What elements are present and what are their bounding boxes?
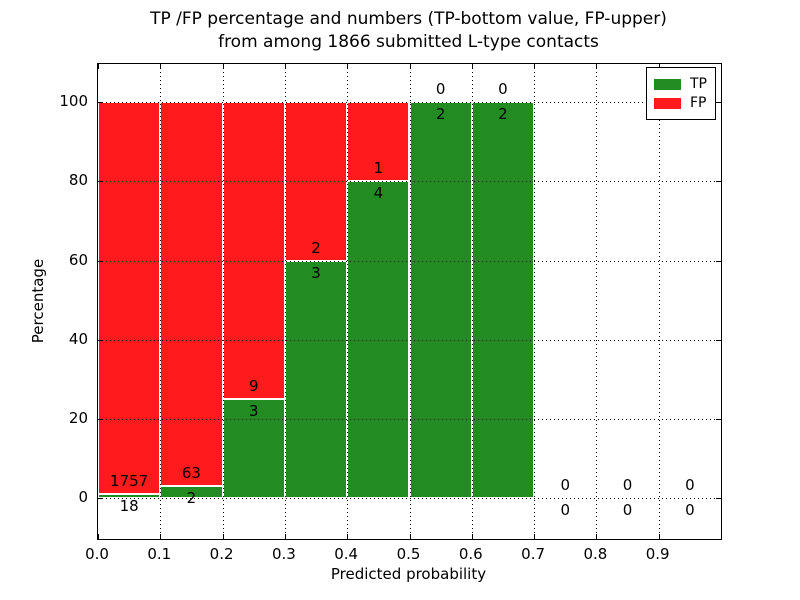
- x-tick-label: 0.8: [583, 545, 608, 563]
- x-tick-label: 0.9: [645, 545, 670, 563]
- legend-label: FP: [690, 95, 707, 111]
- y-tick-label: 100: [59, 92, 88, 111]
- x-tick-mark: [471, 64, 473, 69]
- tp-count-label: 2: [435, 105, 446, 124]
- tp-bar-segment: [98, 493, 161, 498]
- y-tick-label: 40: [68, 329, 88, 348]
- fp-bar-segment: [347, 102, 410, 182]
- y-tick-mark: [716, 102, 721, 104]
- tp-count-label: 2: [498, 105, 508, 124]
- legend-row: FP: [654, 95, 707, 111]
- y-tick-mark: [98, 102, 103, 104]
- legend-row: TP: [654, 76, 707, 92]
- y-tick-mark: [716, 181, 721, 183]
- fp-bar-segment: [222, 102, 285, 399]
- x-tick-label: 0.5: [396, 545, 421, 563]
- tp-count-label: 4: [373, 184, 384, 203]
- fp-count-label: 0: [685, 475, 695, 494]
- fp-count-label: 0: [435, 80, 446, 99]
- y-tick-label: 60: [68, 250, 88, 269]
- y-tick-mark: [716, 339, 721, 341]
- x-tick-mark: [658, 534, 660, 539]
- tp-count-label: 0: [685, 500, 695, 519]
- fp-count-label: 9: [248, 376, 259, 395]
- tp-bar-segment: [284, 260, 348, 498]
- y-tick-mark: [716, 260, 721, 262]
- x-tick-mark: [222, 64, 224, 69]
- tp-bar-segment: [347, 181, 410, 498]
- x-tick-label: 0.6: [458, 545, 483, 563]
- tp-count-label: 3: [248, 401, 259, 420]
- gridline-vertical: [658, 64, 660, 539]
- legend-swatch-tp: [654, 78, 681, 90]
- legend: TP FP: [646, 67, 716, 120]
- y-tick-mark: [98, 260, 103, 262]
- fp-count-label: 1: [373, 159, 384, 178]
- x-tick-label: 0.3: [271, 545, 296, 563]
- tp-count-label: 0: [622, 500, 633, 519]
- x-tick-mark: [98, 534, 99, 539]
- x-tick-mark: [160, 534, 162, 539]
- x-tick-mark: [347, 64, 349, 69]
- plot-area: TP FP 1757 18 63 2 9 3 2 3 1 4 0 2 0 2 0 0 0 0 0 0: [97, 63, 722, 540]
- tp-bar-segment: [409, 102, 472, 498]
- x-tick-mark: [284, 534, 286, 539]
- y-tick-mark: [98, 339, 103, 341]
- x-tick-label: 0.0: [85, 545, 109, 563]
- x-tick-mark: [471, 534, 473, 539]
- chart-subtitle: from among 1866 submitted L-type contact…: [218, 32, 599, 52]
- x-tick-mark: [160, 64, 162, 69]
- y-axis-label: Percentage: [29, 258, 47, 344]
- fp-count-label: 63: [181, 463, 201, 482]
- x-tick-label: 0.2: [209, 545, 234, 563]
- fp-count-label: 0: [622, 475, 633, 494]
- fp-bar-segment: [284, 102, 348, 261]
- y-tick-mark: [98, 418, 103, 420]
- tp-count-label: 2: [186, 488, 197, 507]
- fp-count-label: 0: [560, 475, 571, 494]
- y-tick-label: 80: [68, 171, 88, 190]
- gridline-vertical: [596, 64, 598, 539]
- y-tick-mark: [716, 497, 721, 499]
- x-tick-mark: [222, 534, 224, 539]
- tp-bar-segment: [222, 398, 285, 498]
- fp-count-label: 2: [311, 238, 321, 257]
- chart-title: TP /FP percentage and numbers (TP-bottom…: [150, 9, 667, 29]
- tp-count-label: 3: [311, 263, 321, 282]
- legend-swatch-fp: [654, 97, 681, 109]
- x-axis-label: Predicted probability: [330, 565, 487, 583]
- x-tick-label: 0.1: [147, 545, 172, 563]
- fp-bar-segment: [160, 102, 223, 486]
- y-tick-mark: [716, 418, 721, 420]
- x-tick-mark: [596, 64, 598, 69]
- x-tick-mark: [409, 534, 411, 539]
- x-tick-label: 0.4: [334, 545, 359, 563]
- x-tick-mark: [98, 64, 99, 69]
- gridline-vertical: [534, 64, 536, 539]
- x-tick-mark: [284, 64, 286, 69]
- y-tick-mark: [98, 181, 103, 183]
- x-tick-label: 0.7: [521, 545, 546, 563]
- y-tick-label: 0: [78, 487, 88, 506]
- x-tick-mark: [534, 64, 536, 69]
- y-tick-label: 20: [68, 408, 88, 427]
- fp-count-label: 1757: [110, 471, 149, 490]
- x-tick-mark: [347, 534, 349, 539]
- fp-bar-segment: [98, 102, 161, 494]
- tp-count-label: 0: [560, 500, 571, 519]
- tp-bar-segment: [471, 102, 535, 498]
- x-tick-mark: [409, 64, 411, 69]
- fp-count-label: 0: [498, 80, 508, 99]
- tp-count-label: 18: [119, 496, 139, 515]
- x-tick-mark: [534, 534, 536, 539]
- x-tick-mark: [596, 534, 598, 539]
- legend-label: TP: [690, 76, 707, 92]
